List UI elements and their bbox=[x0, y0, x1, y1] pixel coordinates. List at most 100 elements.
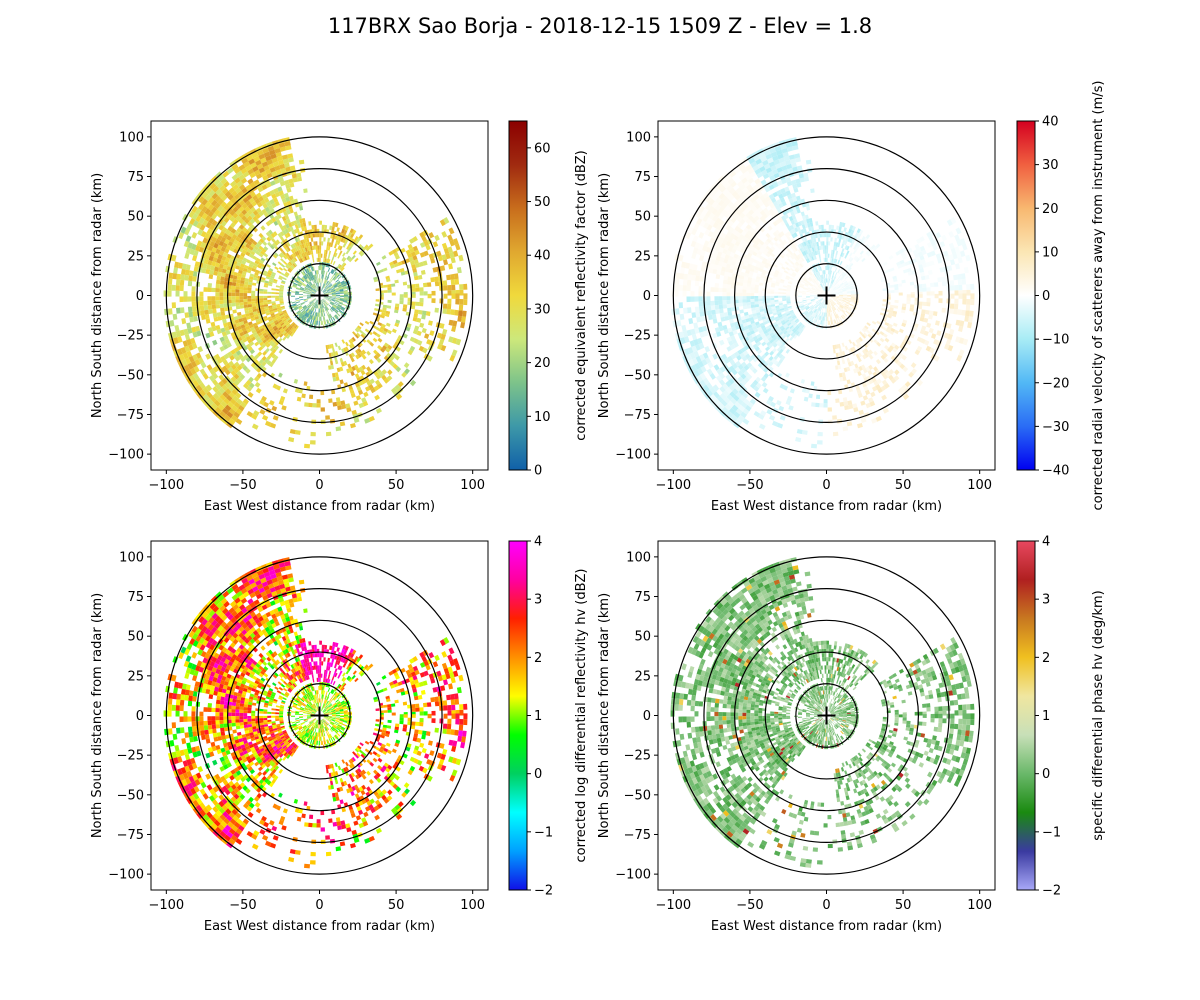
reflectivity-cell bbox=[219, 230, 225, 237]
reflectivity-cell bbox=[334, 359, 339, 365]
velocity-cell bbox=[743, 370, 750, 377]
velocity-cell bbox=[932, 311, 938, 317]
reflectivity-cell bbox=[451, 349, 458, 357]
velocity-cell bbox=[797, 265, 802, 270]
reflectivity-cell bbox=[361, 378, 367, 385]
velocity-cell bbox=[841, 285, 845, 288]
velocity-cell bbox=[779, 280, 785, 284]
reflectivity-cell bbox=[216, 328, 222, 335]
velocity-cell bbox=[780, 188, 786, 194]
velocity-cell bbox=[816, 241, 819, 247]
velocity-cell bbox=[828, 278, 831, 283]
velocity-cell bbox=[793, 334, 798, 339]
velocity-cell bbox=[829, 299, 832, 303]
velocity-cell bbox=[796, 182, 802, 188]
velocity-cell bbox=[831, 307, 834, 312]
reflectivity-cell bbox=[218, 191, 225, 199]
velocity-cell bbox=[726, 280, 732, 285]
reflectivity-cell bbox=[252, 194, 259, 201]
reflectivity-cell bbox=[267, 299, 272, 303]
reflectivity-cell bbox=[395, 393, 403, 400]
velocity-cell bbox=[840, 310, 845, 314]
velocity-cell bbox=[799, 285, 804, 288]
velocity-cell bbox=[817, 246, 820, 251]
velocity-cell bbox=[778, 314, 783, 319]
velocity-cell bbox=[785, 266, 790, 271]
reflectivity-cell bbox=[281, 154, 288, 160]
reflectivity-cell bbox=[439, 323, 445, 329]
velocity-cell bbox=[742, 292, 747, 297]
velocity-cell bbox=[831, 293, 835, 295]
reflectivity-cell bbox=[339, 250, 343, 255]
reflectivity-cell bbox=[386, 305, 392, 309]
reflectivity-cell bbox=[316, 316, 318, 321]
velocity-cell bbox=[750, 264, 756, 270]
velocity-cell bbox=[727, 327, 733, 333]
velocity-cell bbox=[936, 330, 942, 336]
reflectivity-cell bbox=[385, 310, 391, 315]
reflectivity-cell bbox=[220, 327, 226, 333]
reflectivity-cell bbox=[317, 253, 320, 258]
reflectivity-cell bbox=[248, 306, 253, 311]
velocity-cell bbox=[762, 387, 769, 394]
reflectivity-cell bbox=[391, 248, 397, 254]
velocity-cell bbox=[823, 257, 826, 262]
reflectivity-cell bbox=[228, 418, 236, 425]
velocity-cell bbox=[848, 339, 853, 344]
velocity-cell bbox=[819, 298, 824, 302]
velocity-cell bbox=[842, 273, 847, 278]
velocity-cell bbox=[841, 243, 845, 249]
reflectivity-cell bbox=[221, 384, 228, 392]
velocity-cell bbox=[813, 238, 817, 243]
reflectivity-cell bbox=[304, 307, 308, 311]
reflectivity-cell bbox=[276, 306, 281, 310]
velocity-cell bbox=[819, 233, 822, 238]
velocity-cell bbox=[811, 316, 815, 321]
velocity-cell bbox=[876, 378, 882, 385]
figure-title: 117BRX Sao Borja - 2018-12-15 1509 Z - E… bbox=[327, 14, 873, 38]
velocity-cell bbox=[750, 301, 755, 306]
reflectivity-cell bbox=[251, 298, 256, 302]
range-ring bbox=[226, 199, 413, 392]
reflectivity-cell bbox=[275, 295, 280, 298]
velocity-cell bbox=[848, 306, 853, 310]
velocity-cell bbox=[819, 284, 823, 289]
velocity-cell bbox=[726, 230, 732, 237]
velocity-cell bbox=[766, 327, 772, 333]
reflectivity-cell bbox=[188, 311, 194, 318]
reflectivity-cell bbox=[243, 293, 248, 297]
velocity-cell bbox=[815, 277, 818, 282]
reflectivity-cell bbox=[413, 338, 419, 344]
reflectivity-cell bbox=[279, 163, 286, 170]
reflectivity-cell bbox=[322, 298, 326, 303]
reflectivity-cell bbox=[233, 401, 241, 409]
velocity-cell bbox=[778, 323, 783, 328]
reflectivity-cell bbox=[199, 301, 204, 306]
velocity-cell bbox=[928, 314, 933, 320]
reflectivity-cell bbox=[332, 293, 336, 295]
velocity-cell bbox=[828, 312, 830, 317]
velocity-cell bbox=[831, 224, 835, 230]
velocity-cell bbox=[758, 296, 763, 299]
reflectivity-cell bbox=[290, 249, 295, 254]
reflectivity-cell bbox=[286, 328, 291, 334]
velocity-cell bbox=[810, 243, 814, 248]
reflectivity-cell bbox=[296, 310, 301, 314]
reflectivity-cell bbox=[415, 287, 420, 292]
reflectivity-cell bbox=[262, 203, 268, 209]
reflectivity-cell bbox=[316, 399, 321, 404]
velocity-cell bbox=[742, 322, 748, 328]
velocity-cell bbox=[848, 283, 853, 286]
velocity-cell bbox=[774, 325, 780, 330]
reflectivity-cell bbox=[311, 275, 314, 280]
velocity-cell bbox=[748, 314, 754, 319]
colorbar-tick-label: 60 bbox=[534, 141, 551, 156]
velocity-cell bbox=[767, 309, 773, 313]
reflectivity-cell bbox=[357, 325, 362, 330]
velocity-cell bbox=[815, 246, 818, 251]
reflectivity-cell bbox=[307, 304, 311, 308]
reflectivity-cell bbox=[228, 325, 233, 330]
reflectivity-cell bbox=[450, 309, 455, 316]
reflectivity-cell bbox=[319, 233, 322, 238]
reflectivity-cell bbox=[235, 302, 240, 307]
